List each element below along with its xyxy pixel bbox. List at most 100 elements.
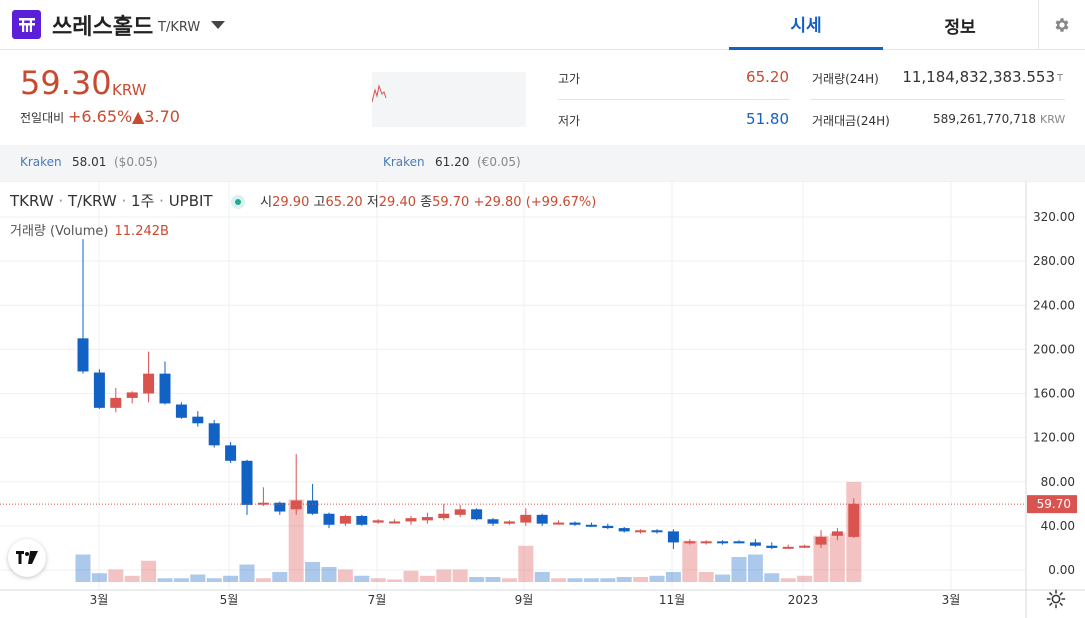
sparkline <box>371 84 387 103</box>
candle-body <box>454 509 466 515</box>
volume-bar <box>403 570 419 582</box>
candle-body <box>77 338 89 372</box>
candle-body <box>569 522 581 525</box>
y-tick-label: 120.00 <box>1033 431 1075 445</box>
value-amount: 589,261,770,718 <box>932 112 1036 126</box>
volume-bar <box>436 569 452 582</box>
y-tick-label: 200.00 <box>1033 342 1075 356</box>
candle-body <box>799 545 811 548</box>
volume-bar <box>354 575 370 582</box>
candle-body <box>192 416 204 424</box>
low-value: 51.80 <box>746 110 789 128</box>
chart-exchange: UPBIT <box>168 192 213 210</box>
mini-chart <box>371 72 526 127</box>
volume-bar <box>239 564 255 582</box>
y-tick-label: 40.00 <box>1041 519 1075 533</box>
price-unit: KRW <box>112 81 147 99</box>
candle-body <box>618 528 630 532</box>
market-status-icon <box>231 194 246 209</box>
price-chart[interactable]: 3월 5월 7월 9월 11월 2023 3월 320.00 280.00 240.00 200.0… <box>0 181 1085 618</box>
volume-bar <box>469 577 485 582</box>
candle-body <box>471 509 483 520</box>
candle-body <box>585 524 597 527</box>
volume-bar <box>419 575 435 582</box>
candle-body <box>126 392 138 398</box>
volume-bar <box>633 577 649 582</box>
volume-bar <box>829 533 845 582</box>
settings-button[interactable] <box>1038 0 1085 50</box>
volume-bar <box>747 554 763 582</box>
exchange-price: 61.20 <box>435 155 470 169</box>
candle-body <box>323 513 335 525</box>
volume-bar <box>370 578 386 582</box>
candlestick-chart[interactable]: 3월 5월 7월 9월 11월 2023 3월 320.00 280.00 240.00 200.0… <box>0 181 1085 618</box>
change-value: +29.80 (+99.67%) <box>473 195 597 210</box>
candle-body <box>372 520 384 523</box>
low-label: 저가 <box>558 114 581 128</box>
volume-bar <box>583 578 599 582</box>
volume-bar <box>665 572 681 582</box>
y-tick-label: 0.00 <box>1048 563 1075 577</box>
exchange-note: (€0.05) <box>477 155 521 169</box>
candle-body <box>307 500 319 514</box>
candle-body <box>405 518 417 522</box>
volume-bar <box>551 578 567 582</box>
coin-logo <box>12 10 41 39</box>
divider <box>558 99 790 100</box>
candle-body <box>602 525 614 529</box>
candle-body <box>159 373 171 404</box>
low-label: 저 <box>366 195 379 210</box>
x-tick-label: 3월 <box>90 593 109 607</box>
x-tick-label: 11월 <box>659 593 685 607</box>
volume-bar <box>813 535 829 582</box>
exchange-name[interactable]: Kraken <box>383 155 425 169</box>
chart-pair: T/KRW <box>67 192 117 210</box>
candle-body <box>208 423 220 446</box>
candle-body <box>356 515 368 525</box>
volume-bar <box>387 579 403 582</box>
volume-bar <box>518 545 534 582</box>
chart-interval[interactable]: 1주 <box>131 192 155 210</box>
volume-bar <box>337 569 353 582</box>
exchange-name[interactable]: Kraken <box>20 155 62 169</box>
volume-bar <box>190 574 206 582</box>
price-summary: 59.30 KRW 전일대비 +6.65% ▲3.70 고가 65.20 저가 … <box>0 50 1085 145</box>
candle-body <box>520 514 532 523</box>
change-label: 전일대비 <box>20 111 65 125</box>
volume-bar <box>452 569 468 582</box>
change-percent: +6.65% <box>68 107 133 126</box>
chart-settings-button[interactable] <box>1045 588 1067 614</box>
value-label: 거래대금(24H) <box>812 114 890 128</box>
ohlc-values: 시29.90 고65.20 저29.40 종59.70 +29.80 (+99.… <box>260 195 596 210</box>
candle-body <box>635 530 647 533</box>
candle-body <box>815 536 827 545</box>
gear-icon <box>1046 589 1066 609</box>
volume-bar <box>75 554 91 582</box>
x-tick-label: 3월 <box>942 593 961 607</box>
tab-quote[interactable]: 시세 <box>729 0 883 50</box>
candle-body <box>503 521 515 524</box>
tab-info[interactable]: 정보 <box>944 17 976 38</box>
close-label: 종 <box>420 195 433 210</box>
volume-bar <box>124 575 140 582</box>
volume-bar <box>141 560 157 582</box>
volume-bar <box>272 572 288 582</box>
candle-body <box>667 531 679 543</box>
gear-icon <box>1055 18 1069 32</box>
chevron-down-icon[interactable] <box>211 21 225 29</box>
tradingview-logo[interactable] <box>8 539 46 577</box>
volume-bar <box>157 578 173 582</box>
volume-value: 11,184,832,383.553 <box>902 68 1055 86</box>
candle-body <box>438 513 450 519</box>
candle-body <box>536 514 548 524</box>
volume-bar <box>223 575 239 582</box>
volume-bar <box>698 572 714 582</box>
close-value: 59.70 <box>432 195 470 210</box>
volume-label: 거래량 (Volume) <box>10 224 109 239</box>
candle-body <box>717 541 729 544</box>
last-price-badge <box>1027 495 1077 514</box>
candle-body <box>110 397 122 408</box>
volume-bar <box>206 578 222 582</box>
candle-body <box>831 531 843 536</box>
volume-bar <box>649 575 665 582</box>
